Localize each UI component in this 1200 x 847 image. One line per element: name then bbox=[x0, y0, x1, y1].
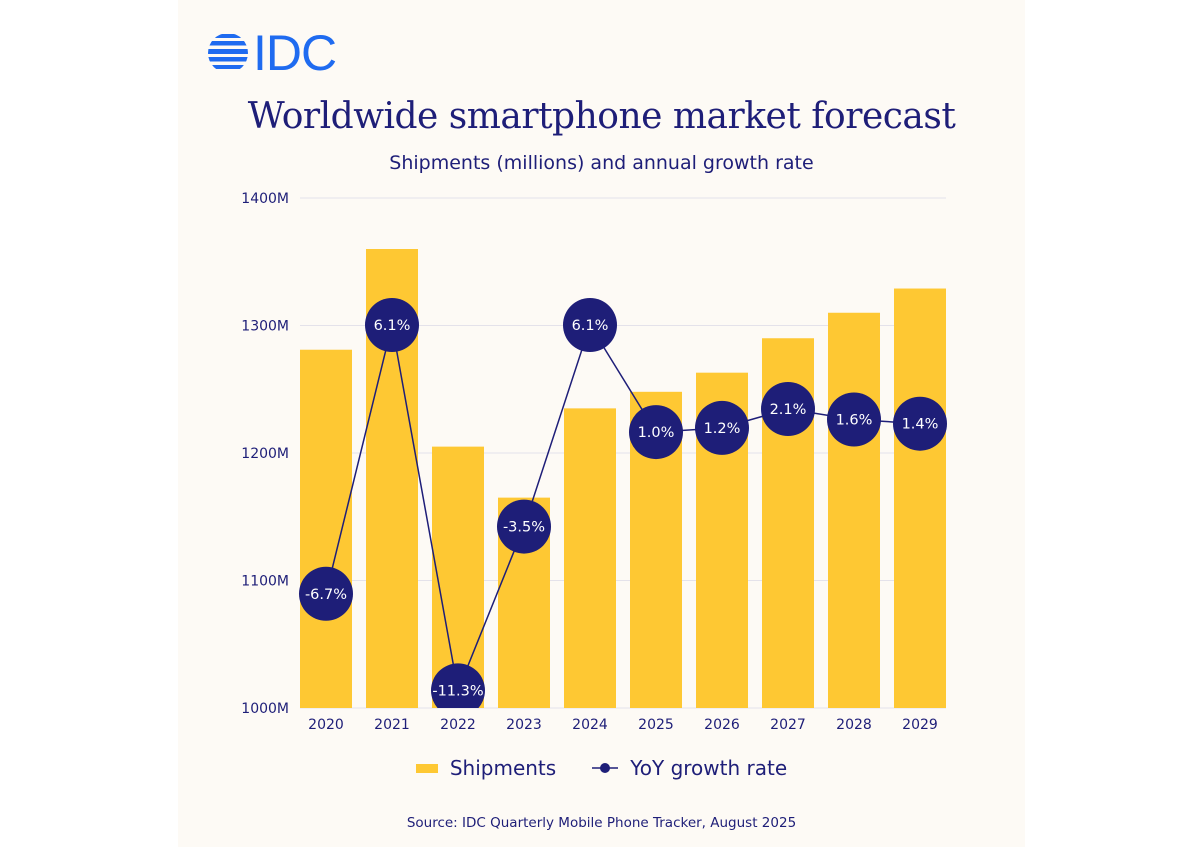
y-tick-label: 1200M bbox=[241, 446, 289, 462]
growth-label: 6.1% bbox=[572, 318, 609, 334]
x-tick-label: 2024 bbox=[572, 717, 608, 733]
legend-label: YoY growth rate bbox=[630, 756, 788, 780]
growth-marker-2020 bbox=[299, 566, 353, 621]
x-tick-label: 2025 bbox=[638, 717, 674, 733]
x-tick-label: 2029 bbox=[902, 717, 938, 733]
growth-marker-2028 bbox=[827, 392, 881, 447]
growth-label: 6.1% bbox=[374, 318, 411, 334]
growth-label: 1.4% bbox=[902, 417, 939, 433]
growth-line bbox=[325, 323, 921, 694]
line-marker-icon bbox=[592, 763, 619, 773]
logo-text: IDC bbox=[253, 25, 337, 81]
growth-marker-2027 bbox=[761, 382, 815, 436]
y-tick-label: 1000M bbox=[241, 701, 289, 717]
legend-item-shipments: Shipments bbox=[415, 756, 557, 780]
legend: Shipments YoY growth rate bbox=[178, 756, 1025, 780]
x-tick-label: 2026 bbox=[704, 717, 740, 733]
growth-label: 2.1% bbox=[770, 402, 807, 418]
x-tick-label: 2020 bbox=[308, 717, 344, 733]
growth-marker-2029 bbox=[893, 396, 947, 451]
y-tick-label: 1400M bbox=[241, 191, 289, 207]
growth-marker-2024 bbox=[563, 298, 617, 352]
growth-marker-2023 bbox=[497, 499, 551, 554]
x-tick-label: 2022 bbox=[440, 717, 476, 733]
growth-label: 1.2% bbox=[704, 421, 741, 437]
bar-2024 bbox=[564, 408, 616, 708]
x-tick-label: 2023 bbox=[506, 717, 542, 733]
y-tick-label: 1100M bbox=[241, 574, 289, 590]
idc-logo: IDC bbox=[207, 25, 337, 81]
legend-label: Shipments bbox=[449, 756, 557, 780]
bar-2029 bbox=[894, 288, 946, 708]
growth-marker-2026 bbox=[695, 400, 749, 455]
growth-label: -6.7% bbox=[305, 587, 347, 603]
growth-label: 1.0% bbox=[638, 425, 675, 441]
source-note: Source: IDC Quarterly Mobile Phone Track… bbox=[406, 815, 797, 831]
bar-swatch-icon bbox=[415, 763, 438, 773]
chart-subtitle: Shipments (millions) and annual growth r… bbox=[389, 152, 814, 174]
legend-item-growth: YoY growth rate bbox=[592, 756, 787, 780]
x-tick-label: 2028 bbox=[836, 717, 872, 733]
y-tick-label: 1300M bbox=[241, 319, 289, 335]
bar-2028 bbox=[828, 312, 880, 708]
growth-label: -11.3% bbox=[432, 683, 483, 699]
bar-2020 bbox=[300, 349, 352, 708]
x-tick-label: 2027 bbox=[770, 717, 806, 733]
chart-title: Worldwide smartphone market forecast bbox=[247, 96, 956, 137]
growth-marker-2022 bbox=[431, 663, 485, 708]
globe-icon bbox=[208, 34, 248, 69]
x-tick-label: 2021 bbox=[374, 717, 410, 733]
growth-marker-2025 bbox=[629, 405, 683, 460]
growth-label: -3.5% bbox=[503, 520, 545, 536]
growth-label: 1.6% bbox=[836, 413, 873, 429]
growth-marker-2021 bbox=[365, 298, 419, 352]
